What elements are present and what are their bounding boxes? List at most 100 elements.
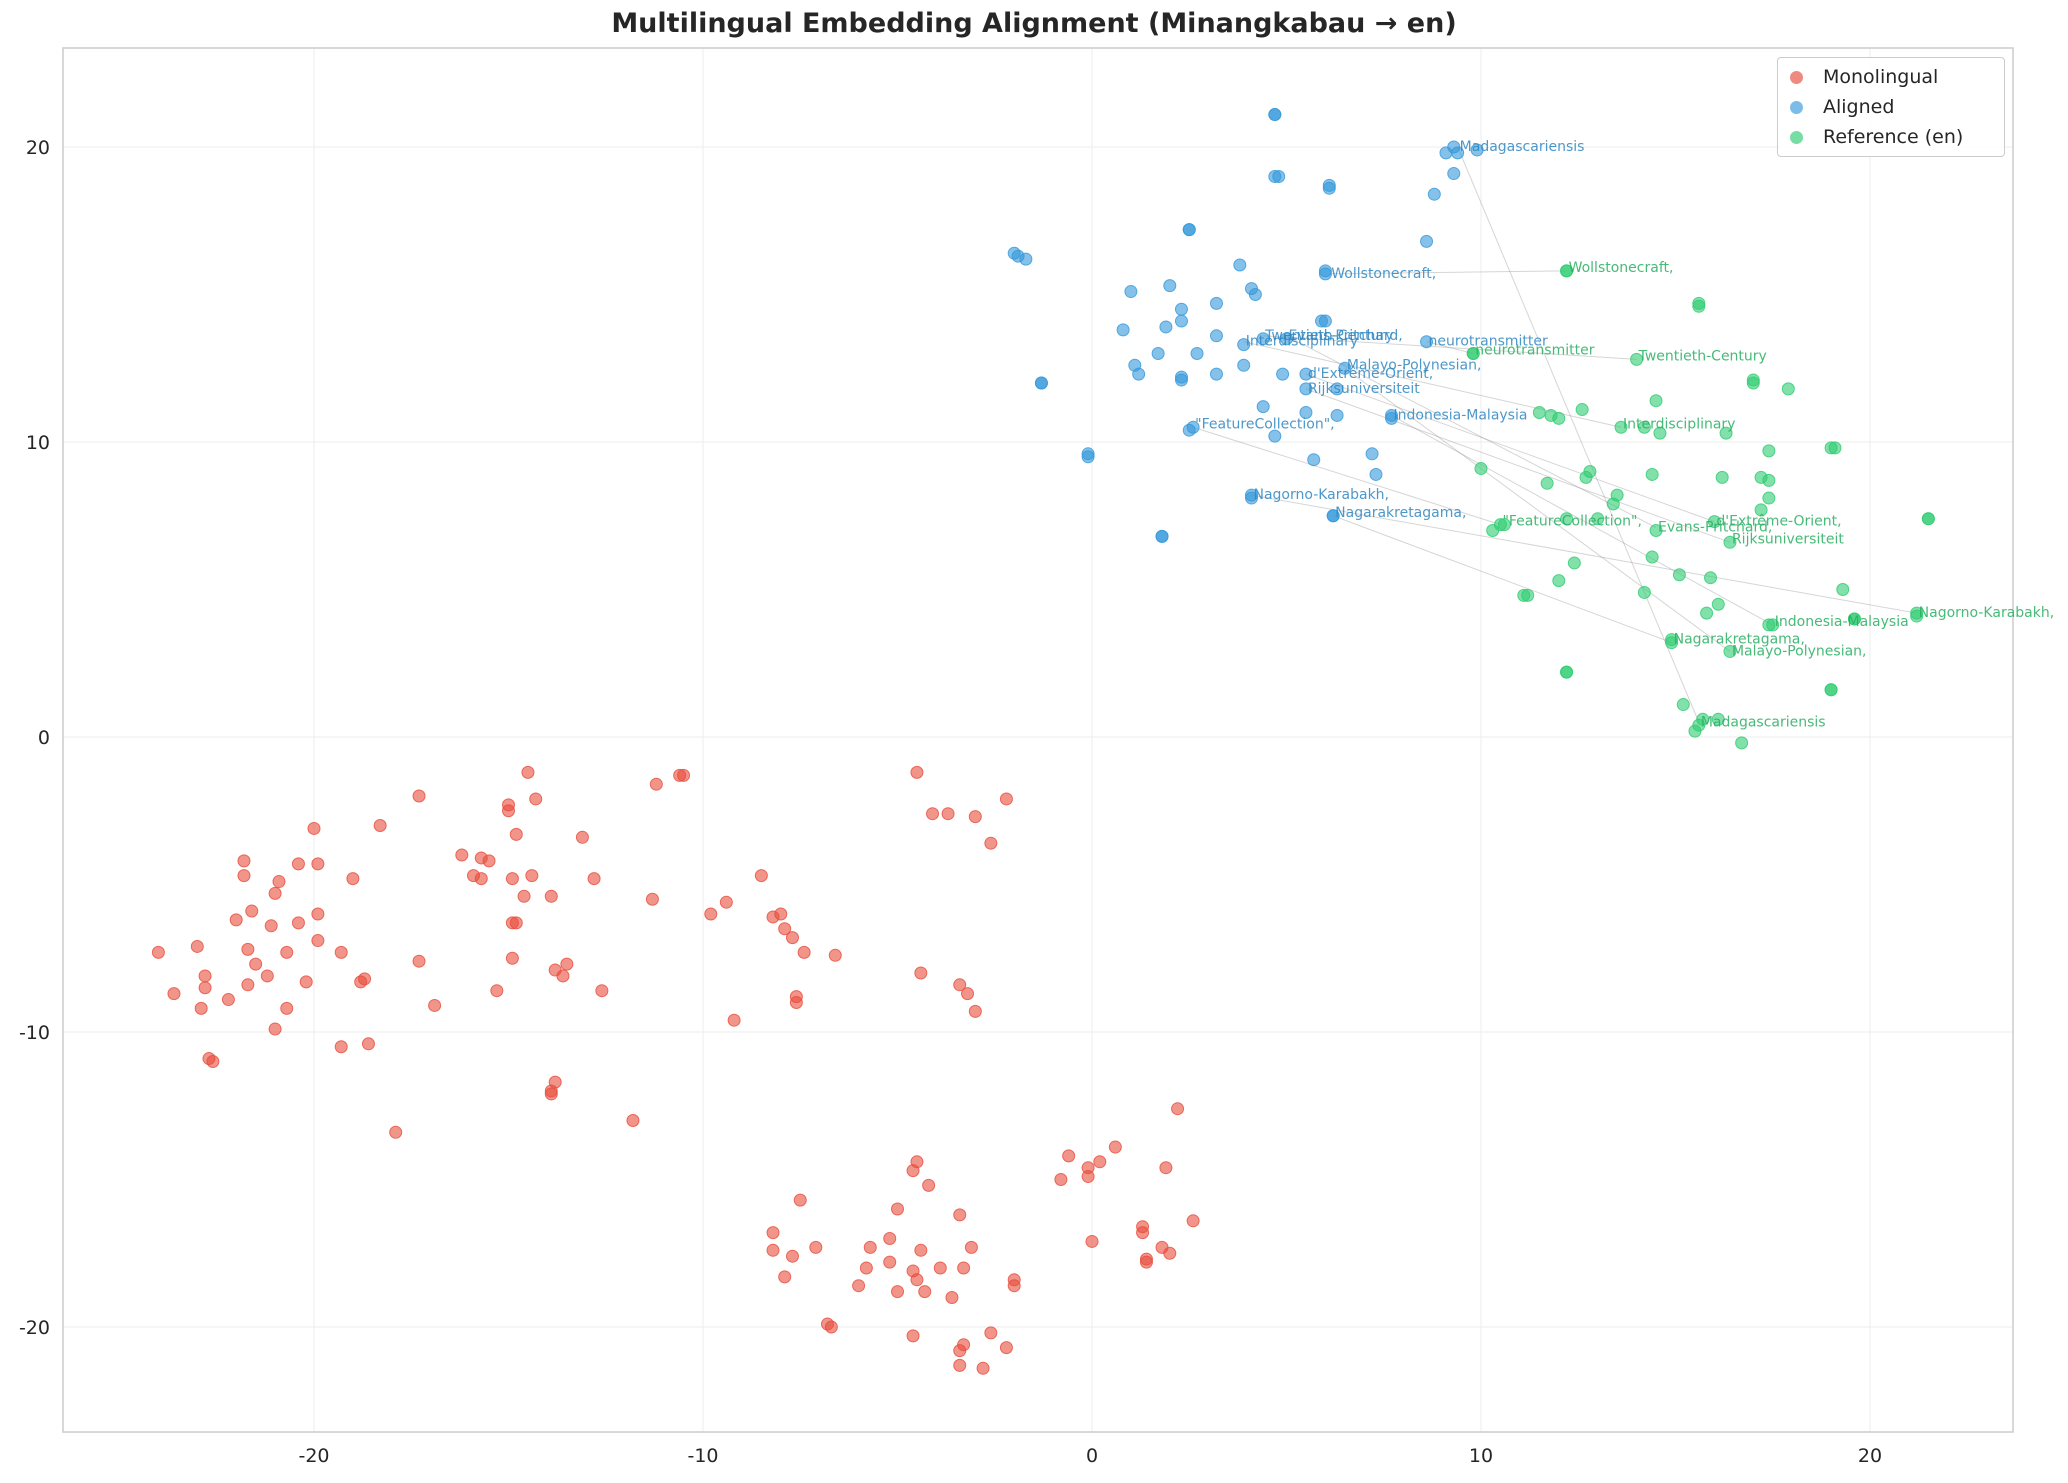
- data-point: [957, 1261, 971, 1275]
- data-point: [194, 1001, 208, 1015]
- data-point: [291, 916, 305, 930]
- point-label: Twentieth-Century: [1264, 328, 1393, 344]
- data-point: [766, 1243, 780, 1257]
- data-point: [1614, 420, 1628, 434]
- data-point: [1190, 347, 1204, 360]
- data-point: [509, 916, 523, 930]
- data-point: [521, 765, 535, 779]
- data-point: [1420, 234, 1434, 248]
- y-tick-label: -10: [19, 1022, 50, 1044]
- point-label: Interdisciplinary: [1246, 334, 1358, 350]
- data-point: [525, 869, 539, 883]
- data-point: [1093, 1155, 1107, 1169]
- chart-title: Multilingual Embedding Alignment (Minang…: [611, 8, 1457, 39]
- point-label: Wollstonecraft,: [1331, 266, 1436, 282]
- y-tick-label: 20: [26, 137, 50, 159]
- data-point: [1268, 108, 1282, 122]
- data-point: [198, 981, 212, 995]
- data-point: [1385, 411, 1399, 425]
- data-point: [1486, 524, 1500, 537]
- point-label: Wollstonecraft,: [1569, 260, 1674, 276]
- data-point: [1575, 403, 1589, 417]
- data-point: [1256, 400, 1270, 414]
- data-point: [953, 978, 967, 992]
- data-point: [1322, 181, 1336, 195]
- data-point: [299, 975, 313, 989]
- legend-label: Reference (en): [1823, 126, 1964, 148]
- data-point: [358, 972, 372, 986]
- data-point: [1552, 411, 1566, 425]
- data-point: [1715, 470, 1729, 484]
- point-label: Madagascariensis: [1460, 139, 1585, 155]
- data-point: [455, 848, 469, 862]
- data-point: [334, 1040, 348, 1054]
- data-point: [941, 807, 955, 821]
- connection-line: [1305, 388, 1731, 543]
- data-point: [1828, 441, 1842, 455]
- data-point: [1921, 512, 1935, 526]
- data-point: [1318, 314, 1332, 328]
- data-point: [1171, 1102, 1185, 1116]
- y-tick-label: 0: [38, 727, 50, 749]
- data-point: [412, 954, 426, 968]
- data-point: [1132, 367, 1146, 381]
- data-point: [968, 1004, 982, 1018]
- connection-line: [1457, 146, 1700, 723]
- point-label: Nagorno-Karabakh,: [1253, 487, 1389, 503]
- data-point: [976, 1361, 990, 1375]
- point-label: d'Extrême-Orient,: [1308, 366, 1433, 382]
- data-point: [1676, 698, 1690, 712]
- data-point: [968, 810, 982, 824]
- point-label: neurotransmitter: [1475, 343, 1594, 359]
- data-point: [1209, 329, 1223, 343]
- data-point: [891, 1202, 904, 1216]
- data-point: [1532, 406, 1546, 419]
- data-point: [1054, 1173, 1068, 1186]
- data-point: [291, 857, 305, 871]
- data-point: [1085, 1234, 1099, 1248]
- data-point: [922, 1178, 936, 1192]
- legend-marker-reference: [1790, 130, 1803, 144]
- data-point: [910, 765, 924, 779]
- data-point: [151, 945, 165, 959]
- point-label: neurotransmitter: [1429, 334, 1548, 350]
- data-point: [828, 948, 842, 962]
- x-tick-label: -20: [298, 1445, 329, 1467]
- data-point: [1707, 515, 1721, 529]
- data-point: [883, 1232, 897, 1245]
- data-point: [774, 907, 788, 921]
- data-point: [1521, 588, 1535, 602]
- data-point: [1579, 470, 1593, 484]
- data-point: [999, 792, 1013, 806]
- data-point: [241, 978, 255, 992]
- point-label: Nagarakretagama,: [1674, 632, 1805, 648]
- data-point: [280, 1001, 294, 1015]
- point-label: Interdisciplinary: [1623, 416, 1735, 432]
- data-points: [151, 108, 1935, 1375]
- data-point: [964, 1240, 978, 1254]
- data-point: [910, 1273, 924, 1287]
- data-point: [1369, 467, 1383, 481]
- data-point: [412, 789, 426, 803]
- data-point: [1299, 367, 1313, 381]
- data-point: [346, 872, 360, 886]
- data-point: [1268, 429, 1282, 443]
- data-point: [1762, 491, 1776, 505]
- point-label: Rijksuniversiteit: [1732, 531, 1844, 547]
- data-point: [221, 993, 235, 1007]
- data-point: [1338, 361, 1352, 375]
- data-point: [918, 1285, 932, 1299]
- data-point: [237, 854, 251, 868]
- data-point: [906, 1329, 920, 1343]
- data-point: [1427, 187, 1441, 201]
- data-point: [264, 919, 278, 933]
- data-point: [1108, 1140, 1122, 1154]
- data-point: [575, 830, 589, 844]
- data-point: [1824, 683, 1838, 697]
- data-point: [1124, 285, 1138, 299]
- data-point: [1560, 264, 1574, 278]
- data-point: [1280, 332, 1293, 346]
- data-point: [677, 768, 691, 782]
- data-point: [1746, 376, 1760, 390]
- data-point: [1645, 550, 1659, 564]
